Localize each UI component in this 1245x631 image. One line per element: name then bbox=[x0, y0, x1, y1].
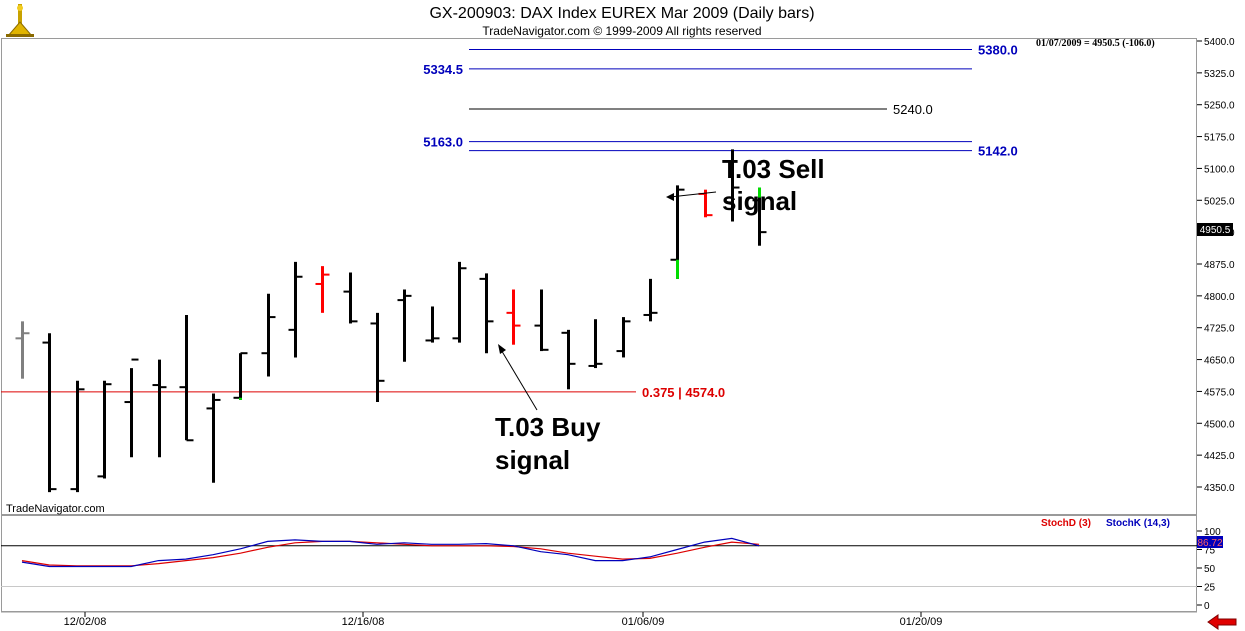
price-tick-label: 5325.0 bbox=[1204, 69, 1235, 80]
level-label: 0.375 | 4574.0 bbox=[642, 385, 725, 400]
ohlc-bar bbox=[479, 273, 494, 354]
tradenavigator-logo bbox=[6, 4, 34, 37]
price-tick-label: 5175.0 bbox=[1204, 133, 1235, 144]
ohlc-bar bbox=[343, 272, 358, 324]
ohlc-bar bbox=[616, 317, 631, 358]
buy-signal-arrow bbox=[498, 344, 538, 411]
chart-title: GX-200903: DAX Index EUREX Mar 2009 (Dai… bbox=[429, 5, 814, 22]
back-arrow-icon[interactable] bbox=[1206, 614, 1238, 630]
price-tick-label: 4500.0 bbox=[1204, 419, 1235, 430]
price-tick-label: 5400.0 bbox=[1204, 37, 1235, 48]
price-tick-label: 4800.0 bbox=[1204, 292, 1235, 303]
watermark: TradeNavigator.com bbox=[6, 503, 105, 515]
ohlc-bar bbox=[506, 289, 521, 345]
ohlc-bar bbox=[561, 329, 576, 390]
ohlc-bar bbox=[725, 149, 740, 222]
stochD-line bbox=[21, 540, 760, 567]
ohlc-bars bbox=[15, 149, 767, 493]
stoch-value-tag-bg bbox=[1197, 536, 1223, 548]
fib-levels: 5380.0 5334.5 5240.0 5163.0 5142.0 0.375 | 45… bbox=[1, 42, 1018, 400]
ohlc-bar bbox=[179, 314, 194, 442]
ohlc-bar bbox=[588, 319, 603, 369]
date-tick-label: 01/20/09 bbox=[900, 616, 943, 628]
stoch-tick-label: 25 bbox=[1204, 583, 1216, 594]
price-tick-label: 5025.0 bbox=[1204, 196, 1235, 207]
ohlc-bar bbox=[670, 185, 685, 279]
date-tick-label: 12/16/08 bbox=[342, 616, 385, 628]
ohlc-bar bbox=[124, 358, 139, 458]
ohlc-bar bbox=[206, 393, 221, 483]
stoch-legend-k: StochK (14,3) bbox=[1106, 518, 1170, 529]
ohlc-bar bbox=[452, 261, 467, 343]
ohlc-bar bbox=[643, 278, 658, 322]
ohlc-bar bbox=[425, 306, 440, 343]
sell-signal-label-2: signal bbox=[722, 186, 797, 216]
stoch-tick-label: 0 bbox=[1204, 601, 1210, 612]
sell-signal-arrow bbox=[666, 191, 717, 201]
ohlc-bar bbox=[233, 352, 248, 400]
level-label: 5380.0 bbox=[978, 42, 1018, 57]
price-tick-label: 5250.0 bbox=[1204, 101, 1235, 112]
price-tick-label: 4650.0 bbox=[1204, 356, 1235, 367]
price-tick-label: 4725.0 bbox=[1204, 324, 1235, 335]
buy-signal-label-2: signal bbox=[495, 445, 570, 475]
stoch-tick-label: 100 bbox=[1204, 527, 1221, 538]
sell-signal-label-1: T.03 Sell bbox=[722, 154, 825, 184]
date-tick-label: 01/06/09 bbox=[622, 616, 665, 628]
price-tick-label: 4575.0 bbox=[1204, 387, 1235, 398]
level-label: 5240.0 bbox=[893, 102, 933, 117]
price-axis: 5400.0 5325.0 5250.0 5175.0 5100.0 5025.0 4950… bbox=[1197, 37, 1235, 494]
ohlc-bar bbox=[752, 187, 767, 246]
ohlc-bar bbox=[397, 289, 412, 362]
ohlc-bar bbox=[534, 289, 549, 352]
stoch-tick-label: 50 bbox=[1204, 564, 1216, 575]
price-tick-label: 4425.0 bbox=[1204, 451, 1235, 462]
copyright: TradeNavigator.com © 1999-2009 All right… bbox=[482, 24, 761, 38]
level-label: 5163.0 bbox=[423, 135, 463, 150]
stochastic-panel: 100 75 50 25 0 bbox=[1, 527, 1221, 612]
last-bar-readout: 01/07/2009 = 4950.5 (-106.0) bbox=[1036, 38, 1155, 49]
price-plot-frame bbox=[1, 38, 1197, 515]
ohlc-bar bbox=[370, 312, 385, 403]
ohlc-bar bbox=[152, 359, 167, 458]
ohlc-bar bbox=[42, 333, 57, 493]
ohlc-bar bbox=[315, 266, 330, 313]
ohlc-bar bbox=[97, 380, 112, 479]
ohlc-bar bbox=[15, 321, 30, 379]
price-tick-label: 4875.0 bbox=[1204, 260, 1235, 271]
ohlc-bar bbox=[70, 380, 85, 493]
date-axis: 12/02/08 12/16/08 01/06/09 01/20/09 bbox=[64, 612, 943, 628]
level-label: 5334.5 bbox=[423, 62, 463, 77]
price-tick-label: 5100.0 bbox=[1204, 164, 1235, 175]
stoch-value-tag: 86.72 bbox=[1197, 538, 1222, 549]
ohlc-bar bbox=[261, 293, 276, 377]
date-tick-label: 12/02/08 bbox=[64, 616, 107, 628]
stoch-tick-label: 75 bbox=[1204, 546, 1216, 557]
buy-signal-label-1: T.03 Buy bbox=[495, 412, 601, 442]
stoch-plot-frame bbox=[1, 515, 1197, 612]
ohlc-bar bbox=[288, 261, 303, 358]
stoch-legend-d: StochD (3) bbox=[1041, 518, 1091, 529]
last-price-tag-bg bbox=[1197, 223, 1233, 236]
level-label: 5142.0 bbox=[978, 144, 1018, 159]
last-price-tag: 4950.5 bbox=[1200, 225, 1231, 236]
stochK-line bbox=[21, 537, 760, 568]
price-tick-label: 4350.0 bbox=[1204, 483, 1235, 494]
